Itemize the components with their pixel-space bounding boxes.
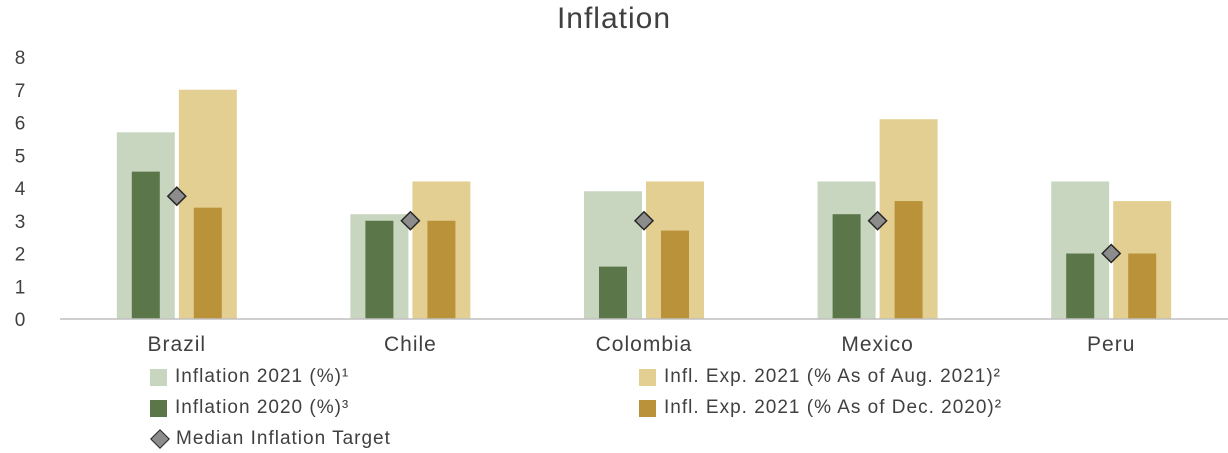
median-target-marker <box>633 210 655 231</box>
x-tick-label: Peru <box>1087 333 1135 356</box>
legend-label: Inflation 2021 (%)¹ <box>175 366 350 387</box>
legend-label: Inflation 2020 (%)³ <box>175 397 350 418</box>
y-tick-label: 1 <box>15 277 26 298</box>
bar-infl-exp-dec-2020 <box>661 230 689 319</box>
x-tick-label: Colombia <box>596 333 693 356</box>
legend-item-infl-exp-dec: Infl. Exp. 2021 (% As of Dec. 2020)² <box>639 397 1002 419</box>
y-tick-label: 7 <box>15 81 26 102</box>
legend-item-median-target: Median Inflation Target <box>150 428 391 450</box>
legend-label: Infl. Exp. 2021 (% As of Dec. 2020)² <box>664 397 1003 418</box>
legend-label: Median Inflation Target <box>176 428 391 449</box>
bars-background-layer <box>116 89 1172 319</box>
bars-foreground-layer <box>131 171 1157 319</box>
legend-swatch <box>639 399 656 417</box>
y-tick-label: 4 <box>15 179 26 200</box>
median-target-marker <box>867 210 888 231</box>
legend-swatch <box>639 368 656 386</box>
bar-inflation-2020 <box>365 220 394 319</box>
y-tick-label: 8 <box>15 48 26 69</box>
bar-inflation-2020 <box>599 266 627 319</box>
legend-swatch <box>150 368 167 386</box>
bar-inflation-2020 <box>131 171 160 319</box>
legend-item-inflation-2020: Inflation 2020 (%)³ <box>150 397 349 419</box>
legend-item-infl-exp-aug: Infl. Exp. 2021 (% As of Aug. 2021)² <box>639 366 1001 388</box>
target-markers <box>166 186 1122 264</box>
median-target-marker <box>166 186 187 207</box>
bar-inflation-2020 <box>832 214 861 319</box>
median-target-marker <box>400 210 421 231</box>
y-tick-label: 0 <box>15 310 26 331</box>
x-tick-label: Chile <box>384 333 437 356</box>
bar-infl-exp-dec-2020 <box>427 220 456 319</box>
chart-title: Inflation <box>556 2 672 35</box>
plot-area: 0 1 2 3 4 5 6 7 8 Brazil Chile Colombia Mexico Peru <box>15 48 1228 356</box>
x-tick-label: Brazil <box>148 333 207 356</box>
bar-infl-exp-dec-2020 <box>894 201 923 319</box>
legend-item-inflation-2021: Inflation 2021 (%)¹ <box>150 366 349 388</box>
diamond-icon <box>150 429 170 449</box>
bar-inflation-2020 <box>1066 253 1095 319</box>
y-tick-label: 6 <box>15 114 26 135</box>
y-tick-label: 5 <box>15 146 26 167</box>
legend: Inflation 2021 (%)¹ Infl. Exp. 2021 (% A… <box>150 366 1210 451</box>
x-tick-label: Mexico <box>841 333 914 356</box>
x-axis-labels: Brazil Chile Colombia Mexico Peru <box>148 333 1135 356</box>
bar-infl-exp-dec-2020 <box>193 207 222 319</box>
legend-label: Infl. Exp. 2021 (% As of Aug. 2021)² <box>664 366 1002 387</box>
median-target-marker <box>1101 243 1122 264</box>
legend-swatch <box>150 399 167 417</box>
bar-infl-exp-dec-2020 <box>1128 253 1157 319</box>
y-tick-label: 2 <box>15 245 26 266</box>
y-tick-label: 3 <box>15 212 26 233</box>
y-axis-ticks: 0 1 2 3 4 5 6 7 8 <box>15 48 26 331</box>
